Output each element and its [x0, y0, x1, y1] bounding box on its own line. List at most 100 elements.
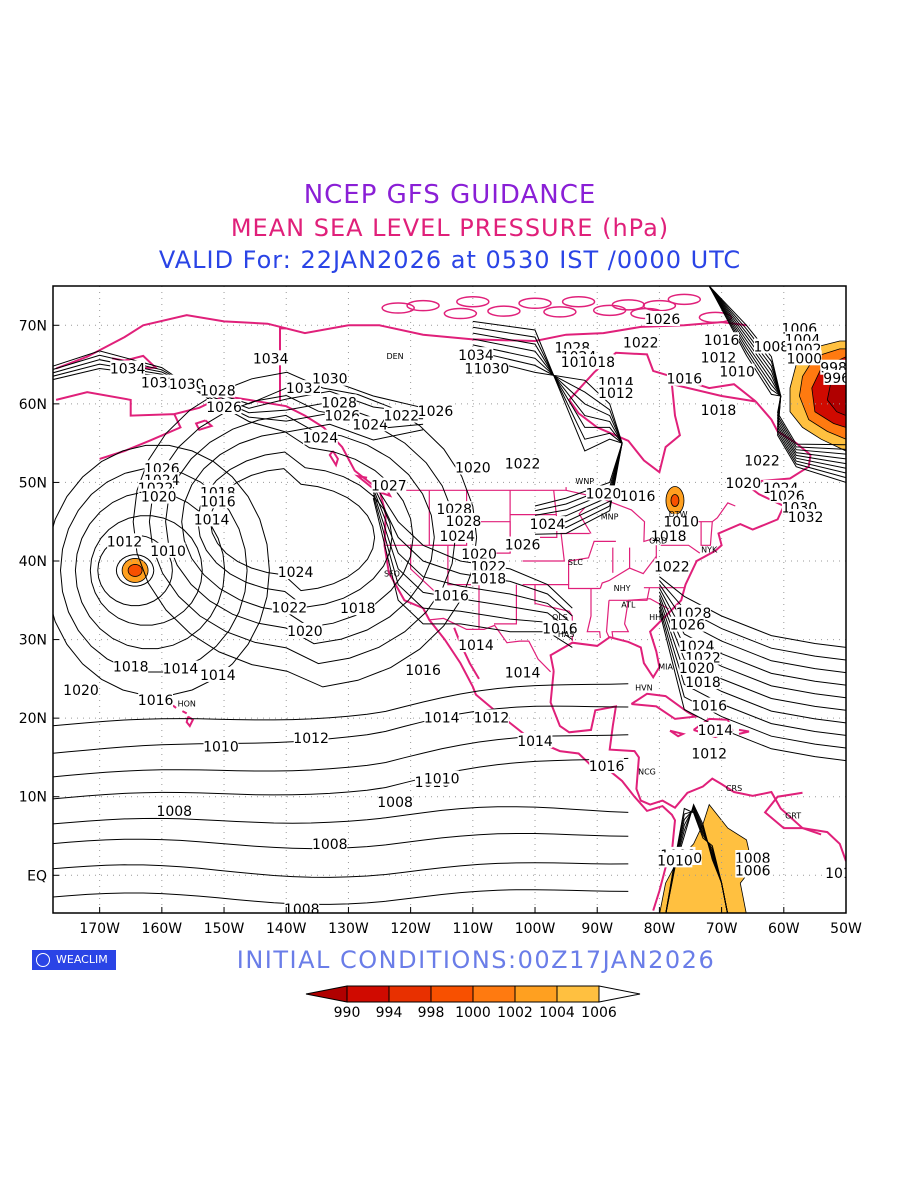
isobar-label-bg — [203, 738, 239, 754]
colorbar-label: 998 — [418, 1005, 445, 1021]
isobar-label-bg — [138, 692, 174, 708]
isobar-label-bg — [670, 616, 705, 632]
isobar-label-bg — [701, 402, 736, 418]
colorbar-low-arrow — [305, 985, 348, 1003]
arctic-island — [667, 293, 702, 306]
isobar-label-bg — [623, 334, 659, 350]
isobar-label-bg — [286, 380, 322, 396]
isobar-label: 1020 — [63, 683, 99, 699]
isobar-label: 1030 — [169, 377, 205, 393]
lat-label: 60N — [19, 397, 47, 413]
coastline-segment — [181, 710, 188, 715]
isobar-label: 996 — [823, 371, 850, 387]
isobar-label: 1018 — [579, 355, 615, 371]
isobar-label-bg — [505, 455, 540, 471]
isobar-label-bg — [321, 394, 357, 410]
isobar — [658, 591, 846, 699]
isobar-label-bg — [156, 802, 192, 818]
weaclim-badge: WEACLIM — [32, 950, 116, 970]
isobar-label-bg — [654, 558, 690, 574]
isobar-label-bg — [598, 384, 634, 400]
colorbar-label: 1004 — [539, 1005, 575, 1021]
isobar — [115, 554, 155, 587]
station-label: ATL — [621, 600, 636, 609]
station-label: OLS — [552, 613, 568, 622]
isobar-label: 1010 — [657, 853, 693, 869]
isobar-label-bg — [63, 681, 99, 697]
lon-label: 140W — [266, 921, 307, 937]
isobar-label: 1020 — [726, 476, 762, 492]
isobar-label-bg — [194, 511, 229, 527]
isobar-label-bg — [150, 542, 186, 558]
isobar-label-bg — [719, 363, 755, 379]
station-label: HON — [178, 699, 196, 708]
colorbar-swatch — [514, 985, 558, 1003]
fill-canada-low-core — [670, 494, 680, 507]
isobar-label-bg — [586, 485, 621, 501]
isobar-label: 1032 — [141, 376, 177, 392]
station-label: SFO — [384, 570, 400, 579]
arctic-island — [543, 306, 577, 318]
isobar-label-bg — [312, 835, 348, 851]
isobar — [372, 485, 573, 617]
lon-label: 160W — [142, 921, 183, 937]
isobar-label: 1010 — [663, 515, 699, 531]
latitude-labels: 70N 60N 50N 40N 30N 20N 10N EQ — [19, 318, 59, 884]
coastline-segment — [279, 327, 287, 402]
isobar-label-bg — [530, 516, 565, 532]
isobar-label-bg — [206, 399, 242, 414]
lat-label: 30N — [19, 633, 47, 649]
isobar-label-bg — [352, 416, 388, 432]
isobar — [132, 371, 478, 688]
isobar-label: 1006 — [735, 864, 771, 880]
isobar-label: 1018 — [685, 675, 721, 691]
coastlines — [55, 293, 846, 911]
lon-label: 120W — [390, 921, 431, 937]
station-label: GRT — [785, 812, 801, 821]
isobar — [472, 344, 623, 516]
isobar-label-bg — [424, 709, 460, 725]
isobar-label-bg — [474, 360, 509, 376]
isobar-label-bg — [446, 512, 481, 528]
arctic-island — [456, 295, 490, 308]
station-label: NCG — [638, 768, 656, 777]
isobar-label: 1026 — [206, 400, 242, 416]
isobar-label: 1016 — [542, 622, 578, 638]
isobar — [372, 488, 573, 625]
isobar-label: 1014 — [424, 710, 460, 726]
isobar-label-bg — [697, 721, 733, 737]
isobar-label: 1022 — [383, 409, 419, 425]
isobar-label-bg — [163, 660, 198, 676]
coastline-segment — [174, 394, 677, 911]
isobar-label: 1014 — [698, 723, 734, 739]
station-label: MNP — [601, 512, 619, 521]
isobar-label: 1030 — [312, 372, 348, 388]
isobar-label: 1016 — [200, 494, 236, 510]
isobar — [372, 482, 573, 609]
lon-label: 90W — [581, 921, 613, 937]
isobar — [659, 580, 846, 661]
isobar-label-bg — [455, 459, 491, 475]
isobar-label: 1020 — [586, 486, 622, 502]
colorbar-label: 1006 — [581, 1005, 617, 1021]
isobar-label: 1010 — [825, 866, 861, 882]
lon-label: 50W — [830, 921, 862, 937]
station-label: NHY — [614, 584, 631, 593]
isobar — [658, 610, 846, 762]
isobar-label-bg — [676, 604, 712, 620]
state-border — [599, 555, 657, 589]
isobar-label-bg — [505, 664, 540, 680]
isobar-label: 1012 — [701, 351, 737, 367]
isobar-label: 1014 — [505, 666, 541, 682]
isobar-label-bg — [278, 564, 313, 579]
isobar-label-bg — [701, 349, 736, 365]
colorbar-swatch — [430, 985, 474, 1003]
isobar-label-bg — [418, 402, 453, 418]
lat-label: 70N — [19, 318, 47, 334]
isobar-label: 1026 — [645, 312, 681, 328]
isobar — [59, 468, 248, 673]
arctic-island — [381, 302, 415, 314]
lon-label: 130W — [328, 921, 369, 937]
isobar-label-bg — [107, 533, 142, 549]
isobar-label: 1016 — [138, 693, 174, 709]
